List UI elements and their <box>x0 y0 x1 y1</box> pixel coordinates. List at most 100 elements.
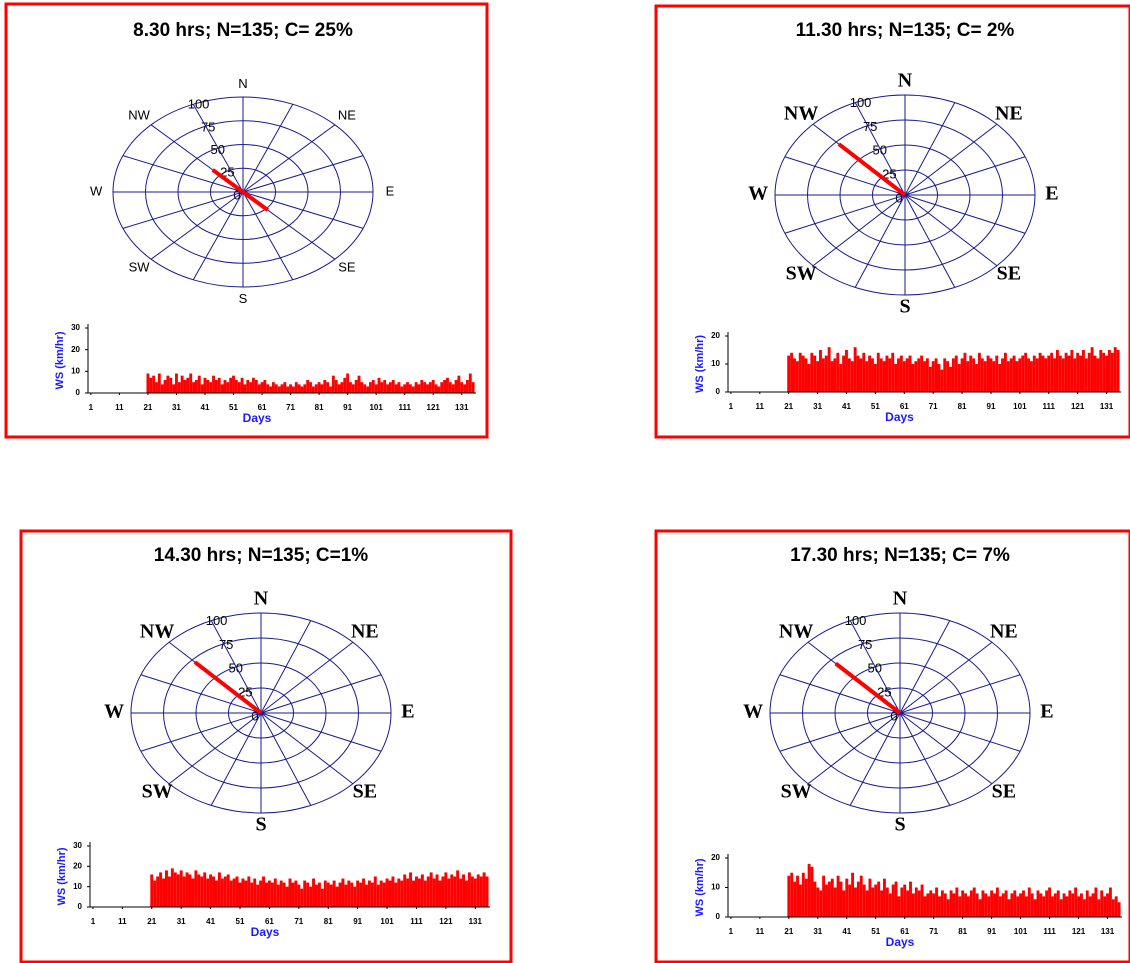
bar <box>246 380 250 393</box>
bar <box>394 384 398 393</box>
x-tick-label: 31 <box>813 927 822 936</box>
radial-tick-label: 100 <box>206 613 228 628</box>
spoke <box>899 712 1021 752</box>
x-tick-label: 91 <box>987 402 996 411</box>
bar <box>294 880 298 907</box>
bar <box>842 355 846 392</box>
bar <box>265 882 268 907</box>
spoke <box>242 124 336 193</box>
bar <box>819 890 823 917</box>
bar <box>1024 896 1028 917</box>
bar <box>300 888 304 907</box>
spoke <box>242 155 364 193</box>
bar <box>206 380 210 393</box>
bar <box>280 384 284 393</box>
bar <box>1010 893 1014 917</box>
bar <box>1113 347 1117 392</box>
x-tick-label: 1 <box>89 403 94 412</box>
bar <box>825 884 828 917</box>
bar <box>446 377 449 393</box>
bar <box>331 375 335 393</box>
panel-frame <box>654 4 1130 439</box>
spoke <box>260 712 382 752</box>
bar <box>429 872 433 907</box>
bar <box>990 890 994 917</box>
bar <box>235 876 239 907</box>
y-tick-label: 0 <box>78 902 83 911</box>
bar <box>1016 896 1020 917</box>
bar <box>851 872 855 917</box>
y-tick-label: 30 <box>73 841 82 850</box>
direction-label: NW <box>784 103 818 125</box>
bar <box>457 375 461 393</box>
bar <box>1044 358 1048 392</box>
bar <box>984 893 988 917</box>
bar <box>397 382 401 393</box>
direction-label: S <box>255 814 266 836</box>
bar <box>1084 358 1088 392</box>
bar <box>212 375 215 393</box>
spoke <box>854 102 906 196</box>
bar <box>256 884 260 907</box>
bar <box>289 384 292 393</box>
bar <box>1019 893 1023 917</box>
bar <box>350 882 354 907</box>
bar <box>1064 352 1068 392</box>
x-tick-label: 111 <box>398 403 411 412</box>
bar <box>285 886 289 907</box>
bar <box>957 364 961 392</box>
direction-label: NW <box>128 108 150 123</box>
bar <box>467 872 471 907</box>
bar <box>952 893 956 917</box>
bar <box>263 380 267 393</box>
spoke <box>260 712 354 785</box>
bar <box>975 364 978 392</box>
bar <box>257 384 261 393</box>
bar <box>1035 358 1039 392</box>
bar <box>923 361 926 392</box>
bar <box>180 375 184 393</box>
bar <box>269 386 273 393</box>
bar <box>220 384 224 393</box>
bar <box>903 884 907 917</box>
bar <box>300 386 304 393</box>
bar <box>914 887 918 917</box>
bar <box>1013 890 1017 917</box>
bar <box>1053 358 1056 392</box>
bar <box>801 872 805 917</box>
bar <box>247 876 251 907</box>
spoke <box>779 712 901 752</box>
bar <box>1111 899 1115 917</box>
direction-label: SE <box>353 780 377 802</box>
bar <box>963 352 967 392</box>
bar <box>309 886 313 907</box>
bar <box>885 887 889 917</box>
bar <box>408 384 412 393</box>
bar <box>194 380 198 393</box>
bar <box>267 880 271 907</box>
bar <box>938 896 941 917</box>
x-tick-label: 111 <box>410 917 423 926</box>
bar <box>417 384 421 393</box>
bar <box>409 872 413 907</box>
radial-tick-label: 75 <box>219 637 233 652</box>
bar <box>876 352 880 392</box>
bar <box>440 382 444 393</box>
x-tick-label: 111 <box>1043 402 1056 411</box>
bar <box>411 386 415 393</box>
direction-label: E <box>1040 701 1053 723</box>
bar <box>243 384 247 393</box>
bar <box>450 874 454 907</box>
bar <box>1056 890 1060 917</box>
bar <box>1004 890 1008 917</box>
spoke <box>784 156 906 196</box>
bar <box>252 377 255 393</box>
bar <box>209 382 213 393</box>
bar <box>1051 896 1054 917</box>
bar <box>935 887 939 917</box>
x-tick-label: 61 <box>900 927 909 936</box>
radial-tick-label: 0 <box>251 708 258 723</box>
bar <box>447 878 451 907</box>
bar <box>443 380 447 393</box>
bar <box>836 352 840 392</box>
